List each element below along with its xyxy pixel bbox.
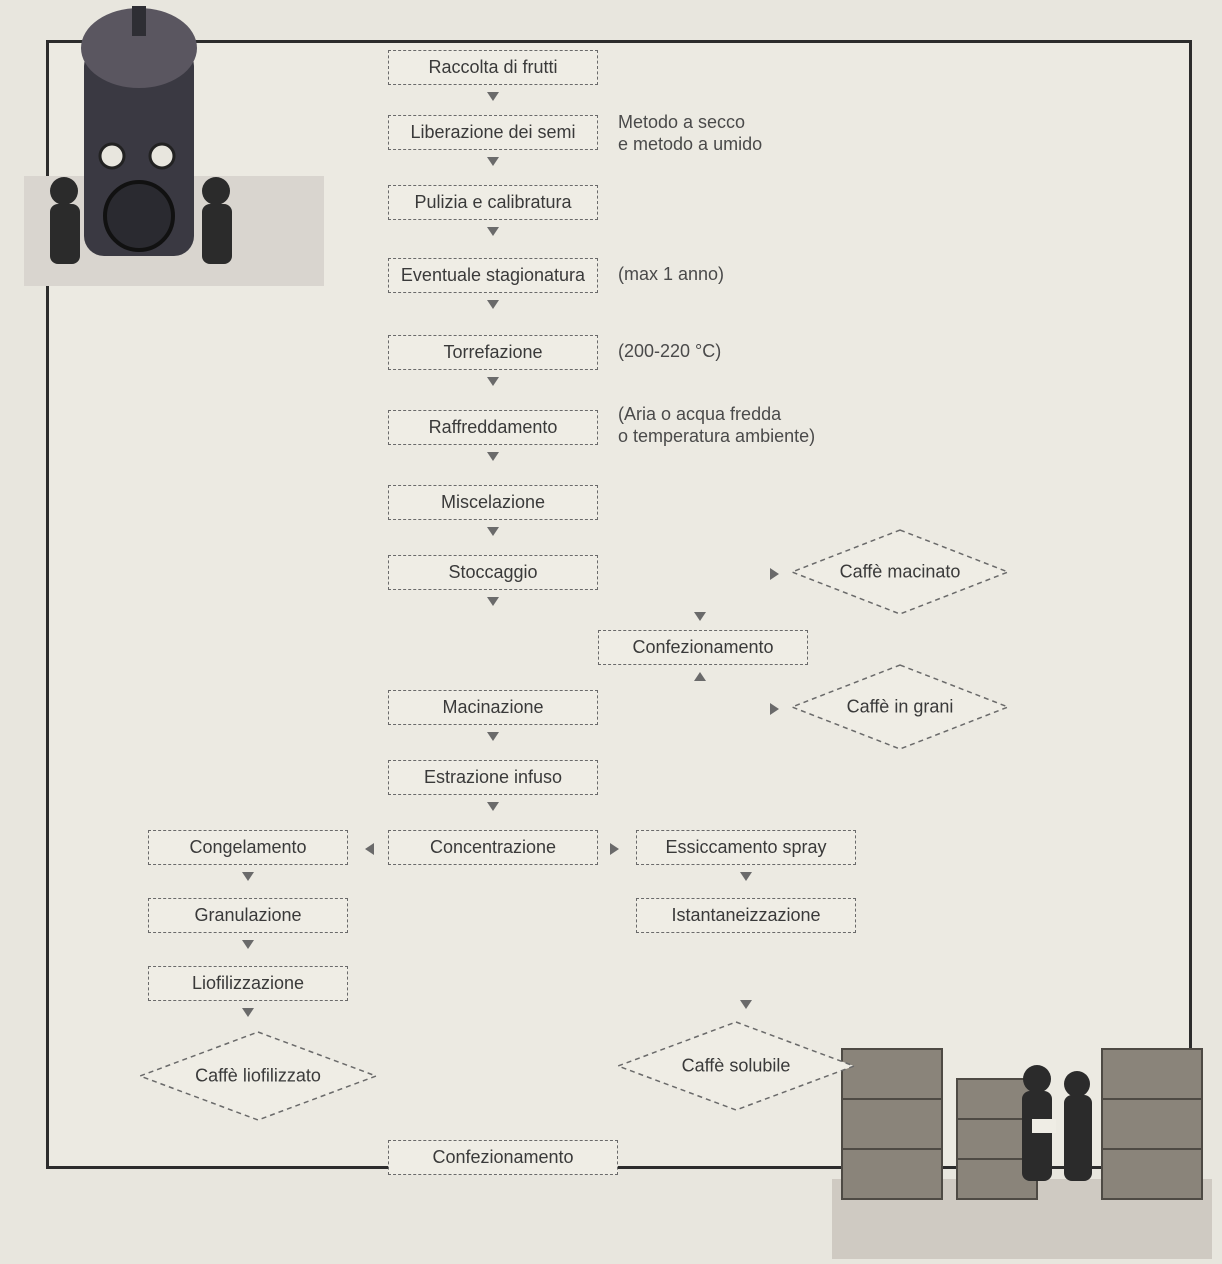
arrow-left-icon xyxy=(365,843,374,855)
step-granulazione: Granulazione xyxy=(148,898,348,933)
arrow-down-icon xyxy=(242,872,254,881)
arrow-down-icon xyxy=(487,377,499,386)
step-macinazione: Macinazione xyxy=(388,690,598,725)
step-label: Estrazione infuso xyxy=(424,767,562,787)
step-label: Macinazione xyxy=(442,697,543,717)
step-liofilizzazione: Liofilizzazione xyxy=(148,966,348,1001)
step-label: Essiccamento spray xyxy=(665,837,826,857)
step-label: Concentrazione xyxy=(430,837,556,857)
diamond-label: Caffè macinato xyxy=(790,562,1010,583)
step-label: Confezionamento xyxy=(632,637,773,657)
arrow-down-icon xyxy=(487,802,499,811)
step-label: Miscelazione xyxy=(441,492,545,512)
step-label: Stoccaggio xyxy=(448,562,537,582)
step-label: Eventuale stagionatura xyxy=(401,265,585,285)
roaster-workers-icon xyxy=(24,6,324,306)
step-label: Liofilizzazione xyxy=(192,973,304,993)
arrow-up-icon xyxy=(694,672,706,681)
arrow-right-icon xyxy=(770,568,779,580)
note-liberazione: Metodo a secco e metodo a umido xyxy=(618,112,762,155)
step-stoccaggio: Stoccaggio xyxy=(388,555,598,590)
step-label: Pulizia e calibratura xyxy=(414,192,571,212)
out-liofilizzato: Caffè liofilizzato xyxy=(138,1030,378,1122)
arrow-down-icon xyxy=(487,92,499,101)
step-spray: Essiccamento spray xyxy=(636,830,856,865)
arrow-down-icon xyxy=(487,597,499,606)
note-torrefazione: (200-220 °C) xyxy=(618,341,721,363)
arrow-down-icon xyxy=(487,300,499,309)
step-raccolta: Raccolta di frutti xyxy=(388,50,598,85)
warehouse-people-icon xyxy=(832,929,1212,1259)
out-macinato: Caffè macinato xyxy=(790,528,1010,616)
step-torrefazione: Torrefazione xyxy=(388,335,598,370)
step-liberazione: Liberazione dei semi xyxy=(388,115,598,150)
step-confezionamento-final: Confezionamento xyxy=(388,1140,618,1175)
note-stagionatura: (max 1 anno) xyxy=(618,264,724,286)
arrow-down-icon xyxy=(740,1000,752,1009)
arrow-down-icon xyxy=(487,157,499,166)
step-concentrazione: Concentrazione xyxy=(388,830,598,865)
arrow-right-icon xyxy=(770,703,779,715)
step-label: Liberazione dei semi xyxy=(410,122,575,142)
step-label: Granulazione xyxy=(194,905,301,925)
step-label: Raccolta di frutti xyxy=(428,57,557,77)
arrow-down-icon xyxy=(740,872,752,881)
step-confezionamento-mid: Confezionamento xyxy=(598,630,808,665)
step-label: Istantaneizzazione xyxy=(671,905,820,925)
step-congelamento: Congelamento xyxy=(148,830,348,865)
diamond-label: Caffè in grani xyxy=(790,697,1010,718)
arrow-down-icon xyxy=(487,227,499,236)
step-raffreddamento: Raffreddamento xyxy=(388,410,598,445)
out-grani: Caffè in grani xyxy=(790,663,1010,751)
diamond-label: Caffè liofilizzato xyxy=(138,1066,378,1087)
arrow-down-icon xyxy=(694,612,706,621)
out-solubile: Caffè solubile xyxy=(616,1020,856,1112)
arrow-down-icon xyxy=(242,940,254,949)
step-stagionatura: Eventuale stagionatura xyxy=(388,258,598,293)
step-label: Confezionamento xyxy=(432,1147,573,1167)
step-label: Congelamento xyxy=(189,837,306,857)
arrow-right-icon xyxy=(610,843,619,855)
arrow-down-icon xyxy=(487,527,499,536)
step-estrazione: Estrazione infuso xyxy=(388,760,598,795)
step-label: Raffreddamento xyxy=(429,417,558,437)
note-raffreddamento: (Aria o acqua fredda o temperatura ambie… xyxy=(618,404,815,447)
arrow-down-icon xyxy=(487,732,499,741)
arrow-down-icon xyxy=(242,1008,254,1017)
step-label: Torrefazione xyxy=(443,342,542,362)
arrow-down-icon xyxy=(487,452,499,461)
step-istant: Istantaneizzazione xyxy=(636,898,856,933)
step-pulizia: Pulizia e calibratura xyxy=(388,185,598,220)
diamond-label: Caffè solubile xyxy=(616,1056,856,1077)
page: Raccolta di frutti Liberazione dei semi … xyxy=(0,0,1222,1259)
step-miscelazione: Miscelazione xyxy=(388,485,598,520)
